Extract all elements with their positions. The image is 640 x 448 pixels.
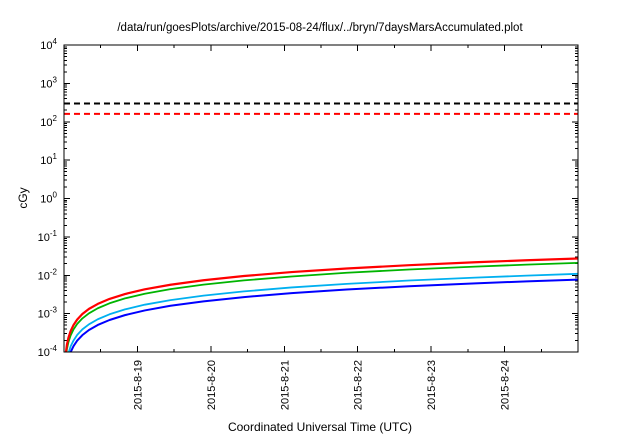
series-line-green-accumulated-dose (65, 261, 578, 352)
y-tick-label: 10-1 (38, 229, 58, 244)
series-line-red-accumulated-dose (64, 257, 578, 352)
y-tick-label: 10-4 (38, 344, 58, 359)
x-axis-label: Coordinated Universal Time (UTC) (227, 420, 413, 434)
x-tick-label: 2015-8-22 (353, 360, 365, 410)
x-tick-label: 2015-8-21 (279, 360, 291, 410)
plot-border (63, 44, 579, 353)
x-tick-label: 2015-8-24 (500, 360, 512, 410)
y-tick-label: 100 (40, 191, 57, 206)
y-tick-label: 10-2 (38, 267, 58, 282)
y-tick-label: 102 (40, 114, 57, 129)
y-tick-label: 10-3 (38, 306, 58, 321)
y-tick-label: 101 (40, 152, 57, 167)
y-tick-label: 103 (40, 75, 57, 90)
y-tick-label: 104 (40, 37, 57, 52)
x-tick-label: 2015-8-23 (426, 360, 438, 410)
y-axis-label: cGy (16, 187, 30, 209)
x-tick-label: 2015-8-20 (206, 360, 218, 410)
series-line-cyan-accumulated-dose (67, 272, 578, 352)
series-line-blue-accumulated-dose (69, 278, 578, 352)
plot-title: /data/run/goesPlots/archive/2015-08-24/f… (117, 22, 523, 34)
x-tick-label: 2015-8-19 (132, 360, 144, 410)
